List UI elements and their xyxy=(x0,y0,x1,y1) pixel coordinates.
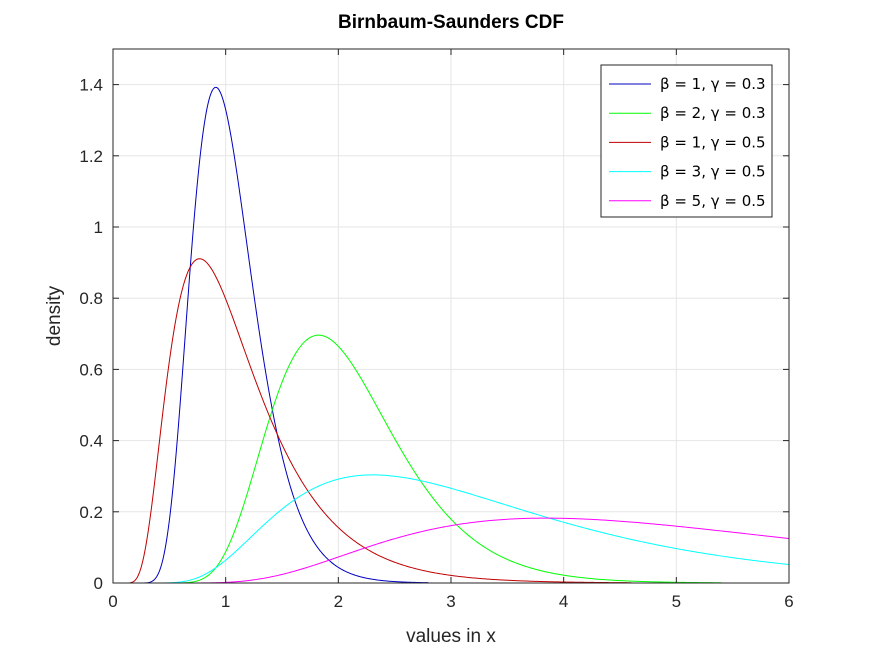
x-tick-label: 1 xyxy=(221,592,230,611)
x-tick-label: 4 xyxy=(559,592,568,611)
legend-label-4: β = 3, γ = 0.5 xyxy=(660,163,766,181)
y-tick-label: 0.8 xyxy=(79,289,103,308)
x-tick-label: 0 xyxy=(108,592,117,611)
legend-label-3: β = 1, γ = 0.5 xyxy=(660,133,766,151)
x-tick-label: 3 xyxy=(446,592,455,611)
legend-label-2: β = 2, γ = 0.3 xyxy=(660,104,766,122)
series-line-1 xyxy=(114,86,429,584)
y-tick-label: 1.2 xyxy=(79,147,103,166)
y-tick-label: 0 xyxy=(94,574,103,593)
legend-label-5: β = 5, γ = 0.5 xyxy=(660,192,766,210)
series-line-5 xyxy=(114,517,790,584)
y-tick-label: 1 xyxy=(94,218,103,237)
x-tick-label: 6 xyxy=(784,592,793,611)
series-layer xyxy=(114,86,790,584)
series-line-3 xyxy=(114,258,632,584)
ticks: 0 1 2 3 4 5 6 0 0.2 0.4 0.6 0.8 1 1.2 1.4 xyxy=(79,49,794,611)
y-tick-label: 0.6 xyxy=(79,360,103,379)
x-axis-title: values in x xyxy=(406,626,496,647)
series-line-4 xyxy=(114,474,790,584)
y-tick-label: 1.4 xyxy=(79,76,103,95)
x-tick-label: 5 xyxy=(672,592,681,611)
chart-title: Birnbaum-Saunders CDF xyxy=(338,12,564,33)
x-tick-label: 2 xyxy=(334,592,343,611)
y-tick-label: 0.4 xyxy=(79,432,103,451)
legend: β = 1, γ = 0.3 β = 2, γ = 0.3 β = 1, γ = 0… xyxy=(600,64,773,218)
legend-label-1: β = 1, γ = 0.3 xyxy=(660,75,766,93)
y-axis-title: density xyxy=(44,285,65,346)
legend-box xyxy=(600,64,773,218)
y-tick-label: 0.2 xyxy=(79,503,103,522)
